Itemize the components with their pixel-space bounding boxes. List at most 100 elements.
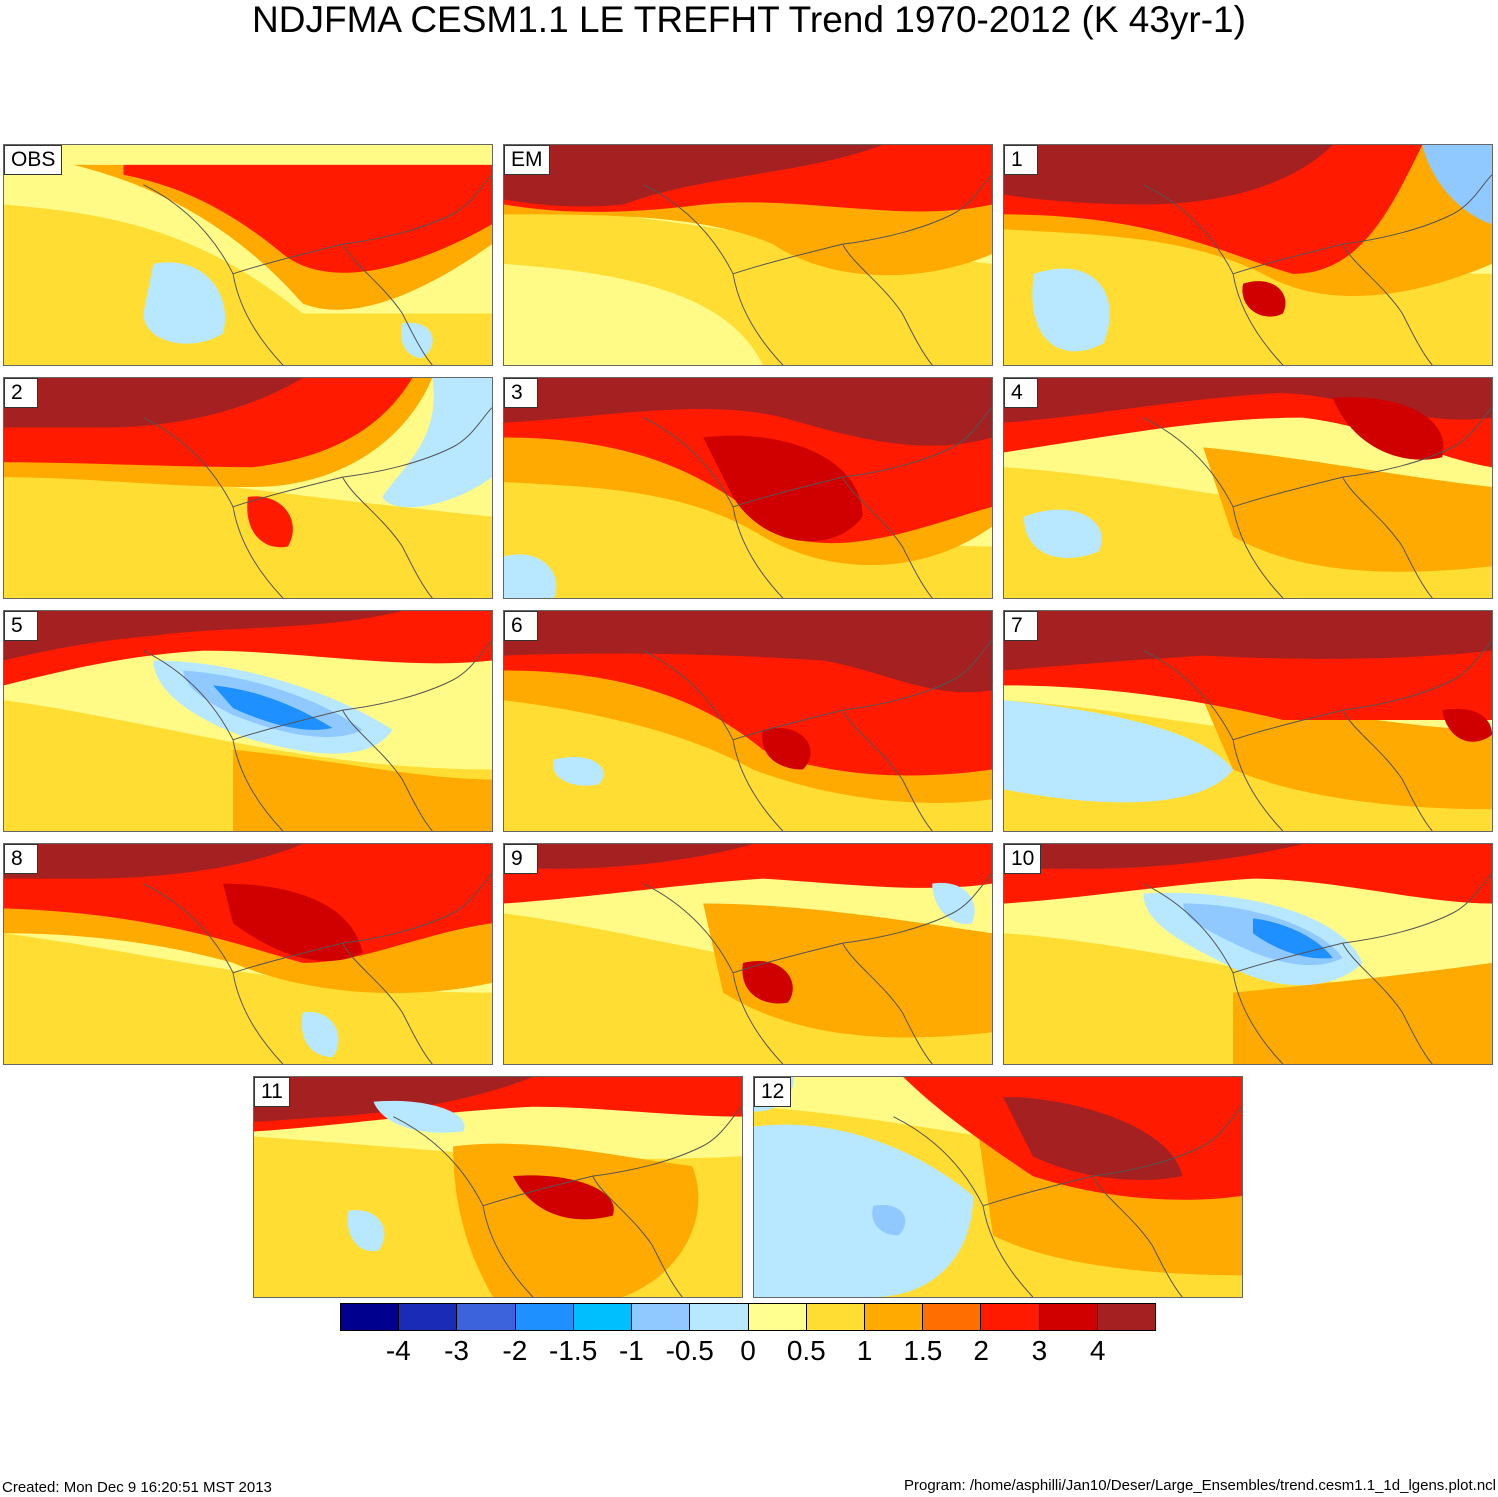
contour-region	[1332, 397, 1444, 460]
map-shading	[4, 164, 492, 365]
contour-region	[143, 262, 226, 344]
map-shading	[254, 1077, 742, 1297]
colorbar-swatch	[399, 1304, 458, 1330]
contour-region	[1004, 700, 1234, 803]
panel-label: 4	[1004, 378, 1038, 408]
coastline	[143, 407, 492, 598]
contour-region	[4, 933, 492, 1064]
contour-region	[4, 844, 303, 879]
colorbar-swatch	[748, 1304, 807, 1330]
contour-region	[504, 378, 992, 446]
map-panel-4: 4	[1003, 377, 1493, 599]
contour-region	[223, 883, 363, 961]
colorbar-swatch	[981, 1304, 1040, 1330]
contour-region	[1004, 844, 1303, 869]
created-timestamp: Created: Mon Dec 9 16:20:51 MST 2013	[2, 1479, 272, 1496]
program-path: Program: /home/asphilli/Jan10/Deser/Larg…	[904, 1477, 1496, 1494]
colorbar-tick-label: -1.5	[549, 1335, 598, 1366]
contour-region	[1252, 918, 1333, 959]
colorbar-tick-label: 1.5	[903, 1335, 943, 1366]
contour-region	[1002, 1096, 1183, 1180]
map-panel-obs: OBS	[3, 144, 493, 366]
contour-region	[4, 378, 303, 428]
colorbar-swatch	[806, 1304, 865, 1330]
colorbar-swatch	[923, 1304, 982, 1330]
figure-title: NDJFMA CESM1.1 LE TREFHT Trend 1970-2012…	[252, 0, 1246, 40]
colorbar-swatch	[864, 1304, 924, 1330]
contour-region	[382, 378, 492, 508]
coastline	[893, 1106, 1242, 1297]
panel-label: EM	[504, 145, 550, 175]
contour-region	[347, 1210, 385, 1252]
map-shading	[1004, 611, 1492, 831]
contour-region	[504, 145, 883, 207]
colorbar-swatch	[632, 1304, 691, 1330]
colorbar-swatch	[515, 1304, 574, 1330]
map-shading	[754, 1077, 1242, 1297]
colorbar-tick-label: 2	[973, 1335, 989, 1366]
map-panel-11: 11	[253, 1076, 743, 1298]
coastline	[1143, 407, 1492, 598]
coastline	[643, 407, 992, 598]
map-shading	[1004, 145, 1492, 365]
contour-region	[1032, 268, 1110, 352]
contour-region	[754, 1124, 974, 1297]
contour-region	[1023, 509, 1102, 558]
contour-region	[213, 685, 333, 730]
colorbar	[340, 1303, 1156, 1331]
coastline	[1143, 174, 1492, 365]
contour-region	[1004, 611, 1492, 671]
contour-region	[4, 457, 492, 598]
map-shading	[1004, 844, 1492, 1064]
panel-label: 5	[4, 611, 38, 641]
contour-region	[504, 204, 992, 365]
contour-region	[504, 554, 557, 598]
colorbar-tick-label: -0.5	[665, 1335, 714, 1366]
contour-region	[1242, 281, 1286, 317]
contour-region	[301, 1011, 339, 1058]
map-panel-6: 6	[503, 610, 993, 832]
coastline	[1143, 640, 1492, 831]
contour-region	[742, 960, 793, 1004]
contour-region	[1233, 962, 1492, 1064]
panel-label: 10	[1004, 844, 1042, 874]
colorbar-tick-label: 0	[740, 1335, 756, 1366]
map-shading	[1004, 378, 1492, 598]
map-panel-10: 10	[1003, 843, 1493, 1065]
colorbar-tick-label: 3	[1031, 1335, 1048, 1366]
contour-region	[373, 1100, 465, 1133]
colorbar-swatch	[341, 1304, 400, 1330]
contour-region	[254, 1077, 533, 1122]
map-shading	[504, 145, 992, 365]
colorbar-tick-label: -4	[385, 1335, 411, 1366]
map-panel-5: 5	[3, 610, 493, 832]
map-shading	[4, 611, 492, 831]
panel-label: 6	[504, 611, 538, 641]
map-panel-1: 1	[1003, 144, 1493, 366]
contour-region	[247, 496, 293, 548]
map-shading	[4, 844, 492, 1064]
contour-region	[512, 1175, 614, 1220]
panel-label: 7	[1004, 611, 1038, 641]
coastline	[393, 1106, 742, 1297]
contour-region	[703, 435, 863, 542]
coastline	[143, 640, 492, 831]
contour-region	[4, 611, 403, 661]
contour-region	[504, 844, 753, 869]
panel-label: 1	[1004, 145, 1038, 175]
panel-label: 9	[504, 844, 538, 874]
map-panel-12: 12	[753, 1076, 1243, 1298]
contour-region	[1442, 708, 1492, 742]
colorbar-tick-label: -1	[618, 1335, 644, 1366]
contour-region	[4, 204, 492, 365]
contour-region	[1422, 145, 1492, 225]
panel-label: 12	[754, 1077, 792, 1107]
map-panel-7: 7	[1003, 610, 1493, 832]
map-panel-9: 9	[503, 843, 993, 1065]
contour-region	[1004, 378, 1492, 423]
colorbar-tick-label: -3	[444, 1335, 470, 1366]
colorbar-tick-label: 1	[856, 1335, 873, 1366]
colorbar-tick-label: 0.5	[786, 1335, 826, 1366]
contour-region	[553, 756, 604, 786]
contour-region	[1004, 145, 1333, 205]
